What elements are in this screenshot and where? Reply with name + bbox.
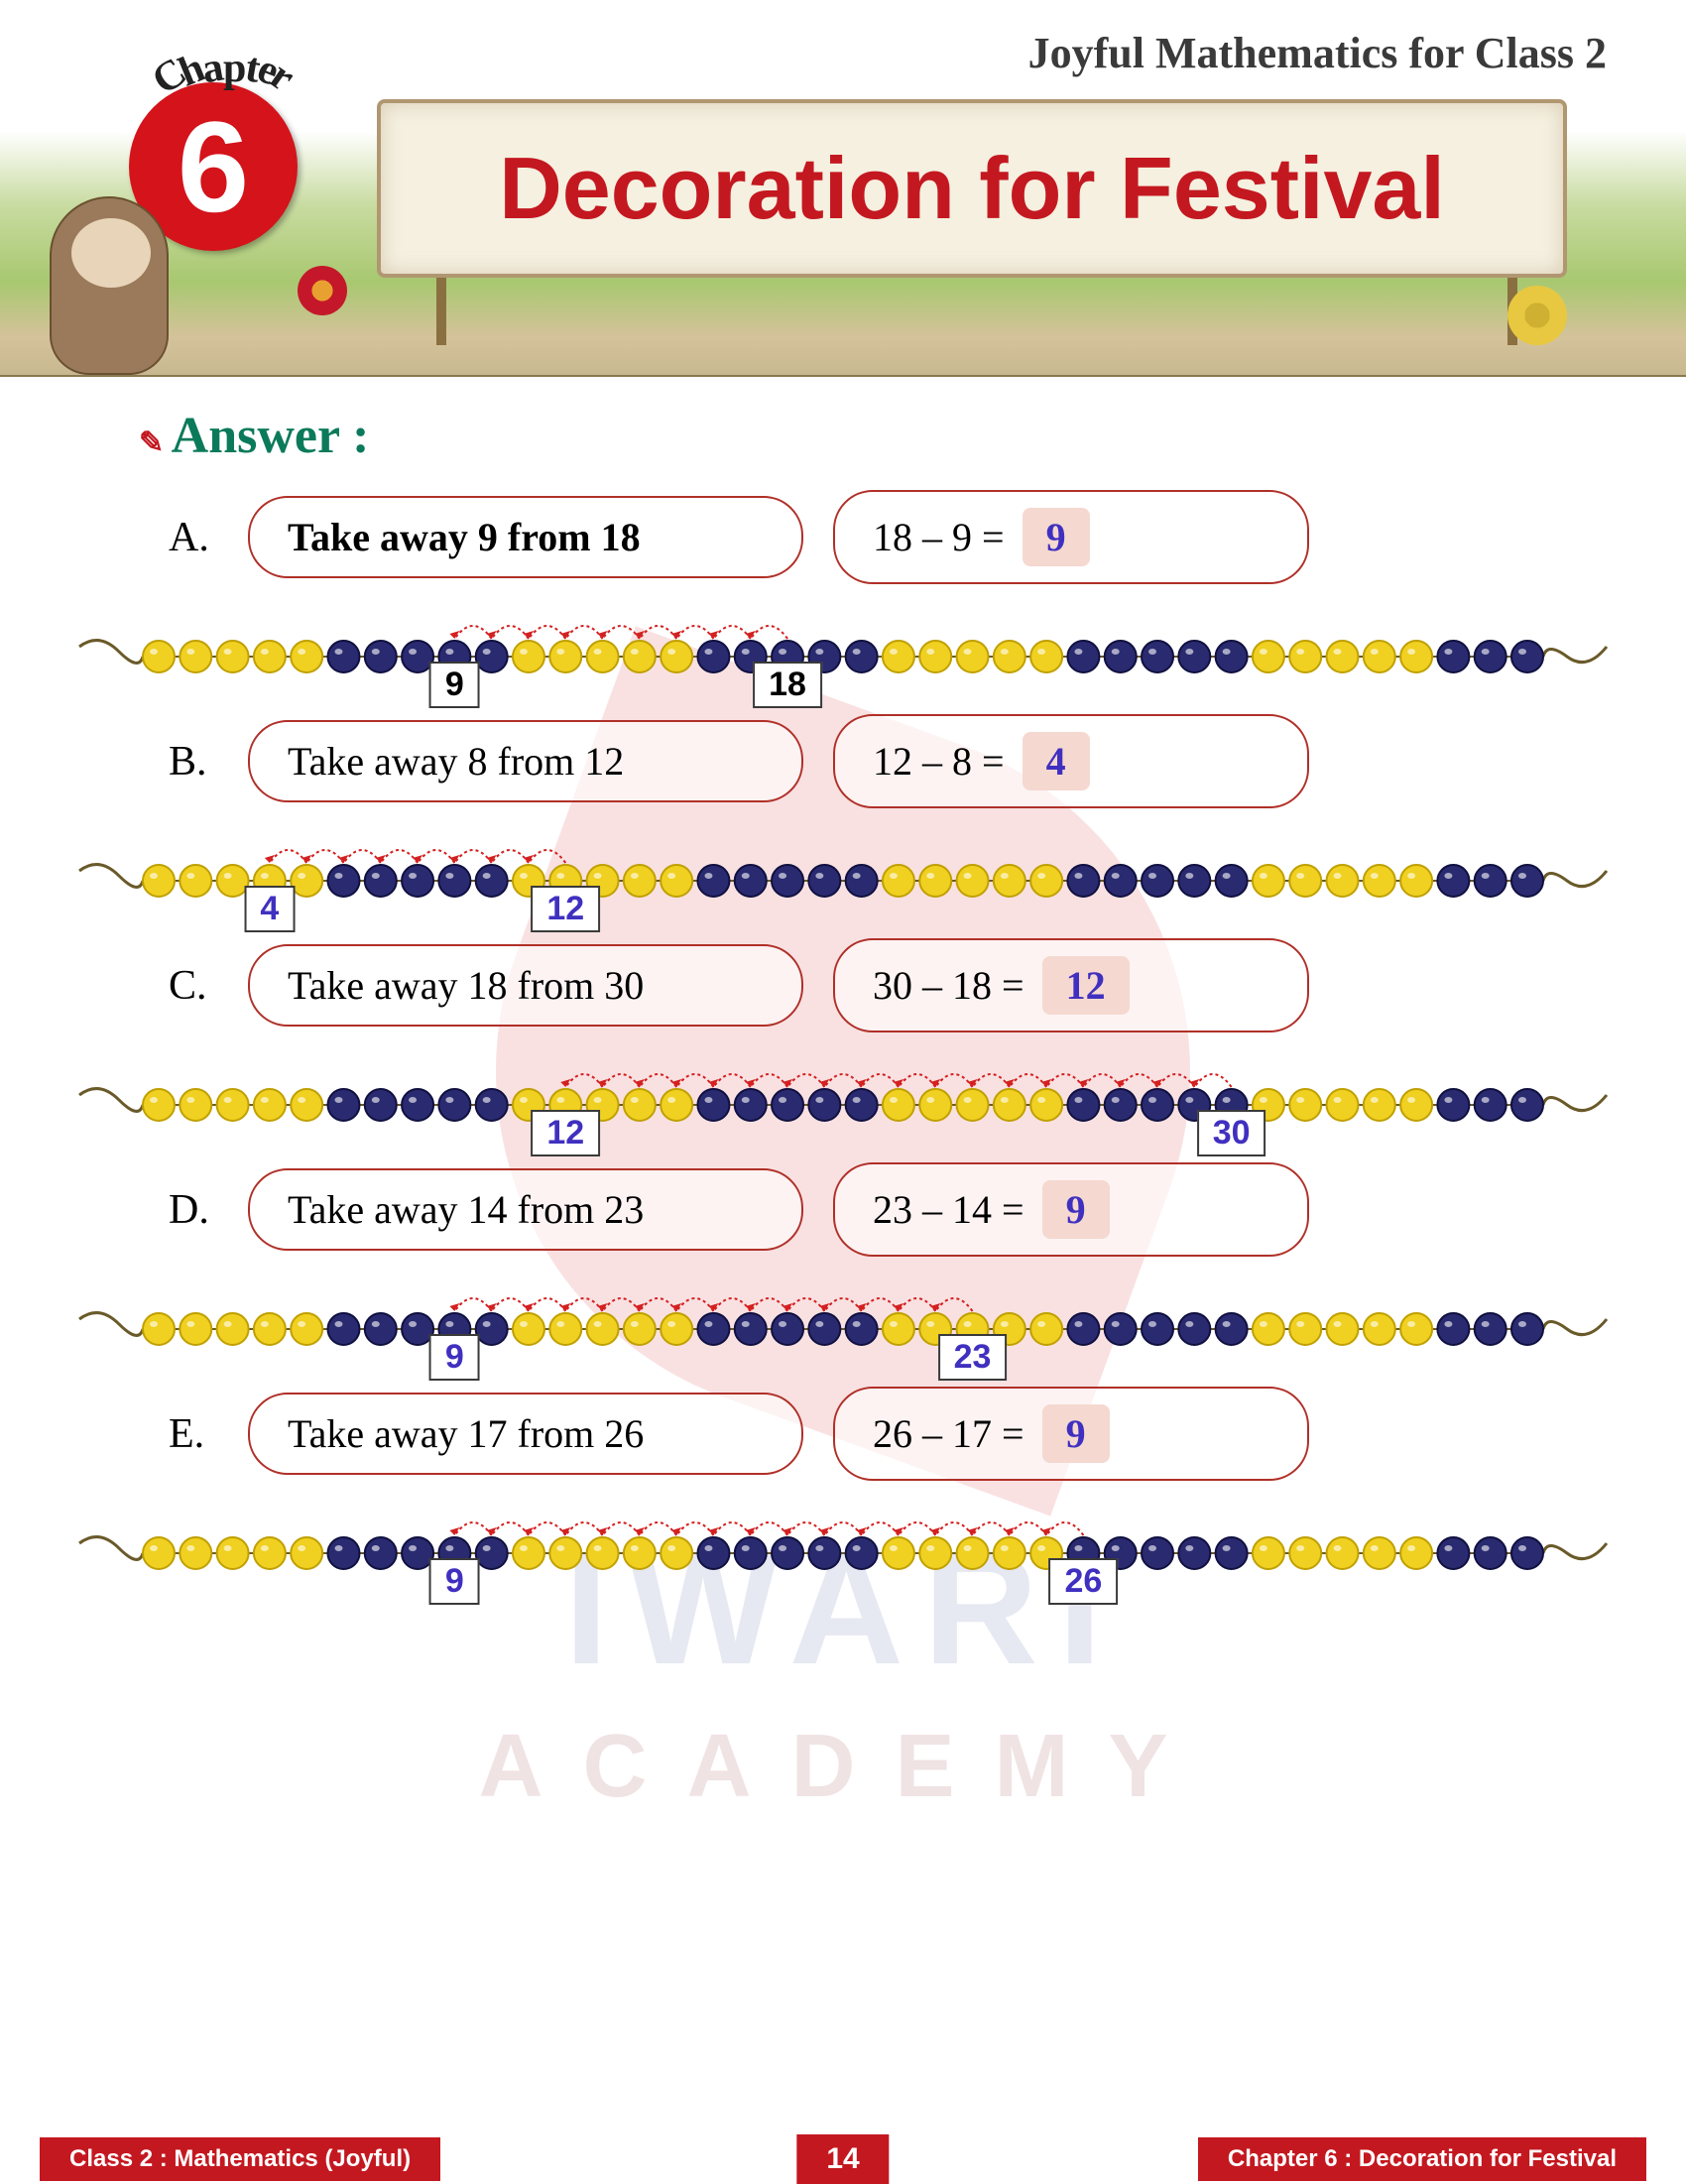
mole-illustration [20,137,198,375]
footer-page-number: 14 [796,2134,889,2184]
bead-marker: 12 [531,1110,600,1156]
answer-box: 9 [1042,1404,1110,1463]
bead-marker: 12 [531,886,600,932]
bead-string: 926 [69,1499,1617,1593]
bead-string: 412 [69,826,1617,920]
question-pill: Take away 9 from 18 [248,496,803,578]
footer-left: Class 2 : Mathematics (Joyful) [40,2137,440,2181]
title-sign-board: Decoration for Festival [377,99,1567,278]
watermark-text: ACADEMY [478,1716,1207,1818]
question-pill: Take away 18 from 30 [248,944,803,1027]
equation-lhs: 18 – 9 = [873,514,1005,560]
question-pill: Take away 17 from 26 [248,1393,803,1475]
problem-row: E. Take away 17 from 26 26 – 17 = 9 [169,1387,1547,1481]
book-subtitle: Joyful Mathematics for Class 2 [1028,28,1607,78]
problems-container: A. Take away 9 from 18 18 – 9 = 9 9 18 B. Take … [139,490,1547,1593]
content-area: IWARI ACADEMY Answer : A.Take away 9 fro… [0,377,1686,1593]
equation-lhs: 30 – 18 = [873,962,1024,1009]
footer-right: Chapter 6 : Decoration for Festival [1198,2137,1646,2181]
problem-letter: B. [169,738,218,786]
answer-heading: Answer : [139,407,1547,465]
header-banner: Joyful Mathematics for Class 2 Chapter 6… [0,0,1686,377]
equation-pill: 26 – 17 = 9 [833,1387,1309,1481]
sign-post [436,276,446,345]
bead-marker: 30 [1197,1110,1266,1156]
equation-lhs: 12 – 8 = [873,738,1005,785]
bead-marker: 9 [429,1334,480,1381]
equation-pill: 12 – 8 = 4 [833,714,1309,808]
problem-block: C.Take away 18 from 3030 – 18 =121230 [139,938,1547,1145]
chapter-label: Chapter [139,45,307,92]
problem-block: B.Take away 8 from 1212 – 8 =4412 [139,714,1547,920]
answer-box: 12 [1042,956,1130,1015]
bead-marker: 26 [1049,1558,1119,1605]
chapter-title: Decoration for Festival [499,138,1445,239]
problem-row: B. Take away 8 from 12 12 – 8 = 4 [169,714,1547,808]
bead-marker: 23 [938,1334,1008,1381]
problem-block: D.Take away 14 from 2323 – 14 =9923 [139,1162,1547,1369]
problem-block: A.Take away 9 from 1818 – 9 =9918 [139,490,1547,696]
bead-marker: 18 [753,662,822,708]
problem-letter: E. [169,1410,218,1458]
bead-marker: 4 [244,886,295,932]
problem-row: A. Take away 9 from 18 18 – 9 = 9 [169,490,1547,584]
bead-string: 923 [69,1274,1617,1369]
question-pill: Take away 8 from 12 [248,720,803,802]
problem-row: C. Take away 18 from 30 30 – 18 = 12 [169,938,1547,1032]
question-pill: Take away 14 from 23 [248,1168,803,1251]
equation-lhs: 26 – 17 = [873,1410,1024,1457]
equation-pill: 30 – 18 = 12 [833,938,1309,1032]
problem-letter: A. [169,514,218,561]
bead-string: 1230 [69,1050,1617,1145]
problem-letter: C. [169,962,218,1010]
problem-letter: D. [169,1186,218,1234]
bead-string: 918 [69,602,1617,696]
problem-block: E.Take away 17 from 2626 – 17 =9926 [139,1387,1547,1593]
problem-row: D. Take away 14 from 23 23 – 14 = 9 [169,1162,1547,1257]
bead-marker: 9 [429,662,480,708]
answer-box: 4 [1023,732,1090,790]
flower-icon [1507,286,1567,345]
answer-box: 9 [1023,508,1090,566]
flower-icon [298,266,347,315]
equation-lhs: 23 – 14 = [873,1186,1024,1233]
answer-box: 9 [1042,1180,1110,1239]
equation-pill: 23 – 14 = 9 [833,1162,1309,1257]
equation-pill: 18 – 9 = 9 [833,490,1309,584]
page-footer: Class 2 : Mathematics (Joyful) 14 Chapte… [0,2136,1686,2182]
bead-marker: 9 [429,1558,480,1605]
